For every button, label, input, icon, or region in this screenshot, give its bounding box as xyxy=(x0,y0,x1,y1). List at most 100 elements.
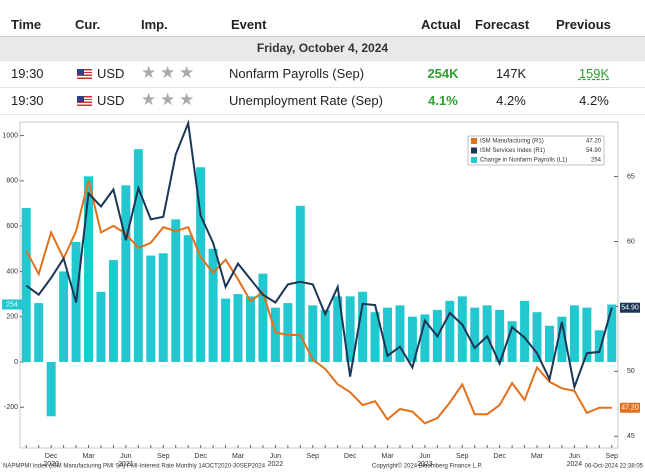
bar xyxy=(171,219,181,362)
bar xyxy=(470,307,480,362)
bar xyxy=(258,273,268,362)
bar xyxy=(96,291,106,362)
last-value-label: 54.90 xyxy=(621,305,639,312)
x-tick-label: Sep xyxy=(456,453,469,460)
y-tick-label: 200 xyxy=(6,314,18,321)
header-row: Time Cur. Imp. Event Actual Forecast Pre… xyxy=(0,0,645,37)
bar xyxy=(569,305,579,362)
x-tick-label: Sep xyxy=(157,453,170,460)
footer-center: Copyright© 2024 Bloomberg Finance L.P. xyxy=(372,463,483,470)
bar xyxy=(121,185,131,362)
legend-swatch xyxy=(471,157,477,163)
footer-right: 06-Oct-2024 22:38:05 xyxy=(585,464,644,470)
previous: 159K xyxy=(578,66,610,81)
last-value-label: 47.20 xyxy=(621,405,639,412)
x-tick-label: Jun xyxy=(569,453,580,460)
col-header: Cur. xyxy=(75,17,101,32)
bar xyxy=(457,296,467,362)
legend-box xyxy=(467,135,605,166)
x-tick-label: Mar xyxy=(381,453,394,460)
bar xyxy=(520,300,530,362)
bar xyxy=(183,235,193,362)
forecast: 147K xyxy=(495,66,527,81)
legend-swatch xyxy=(471,138,477,144)
bar xyxy=(345,296,355,362)
star-icon: ★ xyxy=(141,63,157,82)
currency: USD xyxy=(97,93,125,108)
x-tick-label: Mar xyxy=(82,453,95,460)
bar xyxy=(420,314,430,362)
col-header: Forecast xyxy=(475,17,530,32)
last-value-label: 254 xyxy=(6,301,18,308)
bar xyxy=(59,271,69,362)
legend-label: ISM Services Index (R1) xyxy=(480,148,545,154)
legend-value: 47.20 xyxy=(586,139,602,145)
plot-frame xyxy=(19,121,619,449)
legend-swatch xyxy=(471,147,477,154)
currency: USD xyxy=(97,66,125,81)
bar xyxy=(270,307,280,362)
y2-tick-label: 65 xyxy=(627,173,635,180)
bar xyxy=(21,208,31,362)
y-tick-label: 600 xyxy=(6,223,18,230)
date-row: Friday, October 4, 2024 xyxy=(0,37,645,61)
last-value-box xyxy=(2,299,22,310)
y-tick-label: 800 xyxy=(6,178,18,185)
x-tick-label: Jun xyxy=(270,453,281,460)
bar xyxy=(395,305,405,362)
flag-icon xyxy=(77,69,92,79)
date: Friday, October 4, 2024 xyxy=(256,41,389,55)
bar xyxy=(594,330,604,362)
x-tick-label: Jun xyxy=(120,453,131,460)
bar xyxy=(582,307,592,362)
line xyxy=(25,119,613,391)
bar xyxy=(370,312,380,362)
bar xyxy=(146,255,156,362)
bar xyxy=(495,309,505,362)
previous: 4.2% xyxy=(579,93,609,108)
bar xyxy=(233,294,243,362)
bar xyxy=(108,260,118,362)
table-row: 19:30 USD ★ ★ ★ Nonfarm Payrolls (Sep) 254K 147… xyxy=(0,61,645,88)
actual: 254K xyxy=(427,66,459,81)
last-value-box xyxy=(620,402,640,413)
col-header: Imp. xyxy=(141,17,168,32)
y-tick-label: -200 xyxy=(4,404,18,411)
calendar-table: Time Cur. Imp. Event Actual Forecast Pre… xyxy=(0,0,645,116)
bar xyxy=(333,296,343,362)
event: Unemployment Rate (Sep) xyxy=(229,93,383,108)
bar xyxy=(208,248,218,362)
star-icon: ★ xyxy=(160,63,176,82)
x-tick-label: Dec xyxy=(45,453,58,460)
bar xyxy=(532,312,542,362)
x-tick-label: Dec xyxy=(344,453,357,460)
bar xyxy=(358,291,368,362)
bar xyxy=(221,298,231,362)
bar xyxy=(407,316,417,362)
bar xyxy=(34,303,44,362)
bar xyxy=(445,300,455,362)
x-tick-label: Sep xyxy=(307,453,320,460)
bar xyxy=(133,149,143,362)
col-header: Event xyxy=(231,17,267,32)
y-tick-label: 0 xyxy=(14,359,18,366)
bar xyxy=(482,305,492,362)
forecast: 4.2% xyxy=(496,93,526,108)
legend-value: 54.90 xyxy=(586,148,602,154)
star-icon: ★ xyxy=(179,90,195,109)
col-header: Actual xyxy=(421,17,461,32)
legend-label: ISM Manufacturing (R1) xyxy=(480,139,544,145)
bar xyxy=(557,316,567,362)
bar xyxy=(245,296,255,362)
y2-tick-label: 60 xyxy=(627,238,635,245)
flag-icon xyxy=(77,96,92,106)
time: 19:30 xyxy=(11,93,44,108)
col-header: Previous xyxy=(556,17,611,32)
bar xyxy=(283,303,293,362)
x-tick-label: Jun xyxy=(419,453,430,460)
time: 19:30 xyxy=(11,66,44,81)
year-label: 2020 xyxy=(43,461,59,468)
star-icon: ★ xyxy=(141,90,157,109)
x-tick-label: Mar xyxy=(531,453,544,460)
